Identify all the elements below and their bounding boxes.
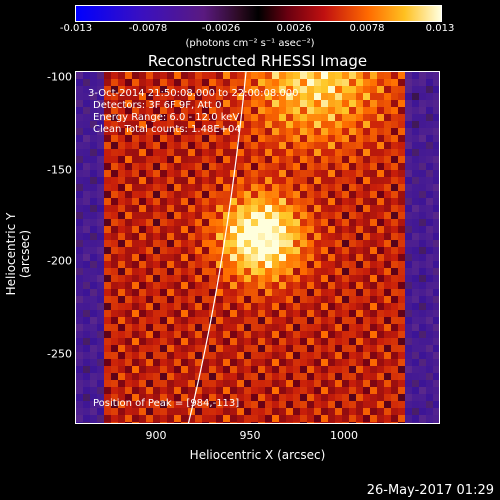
annotation-energy-range: Energy Range: 6.0 - 12.0 keV: [93, 112, 240, 123]
image-plot-area: 3-Oct-2014 21:50:08.000 to 22:00:08.000 …: [75, 71, 440, 424]
x-tick-label: 900: [145, 429, 167, 442]
plot-title: Reconstructed RHESSI Image: [147, 52, 368, 70]
y-tick-label: -200: [47, 254, 72, 268]
x-axis-label: Heliocentric X (arcsec): [189, 448, 326, 462]
y-tick-label: -100: [47, 70, 72, 84]
x-tick-label: 1000: [330, 429, 358, 442]
colorbar: [75, 5, 442, 22]
footer-timestamp: 26-May-2017 01:29: [366, 483, 494, 498]
y-tick-label: -150: [47, 163, 72, 177]
colorbar-unit-label: (photons cm⁻² s⁻¹ asec⁻²): [185, 38, 315, 49]
y-axis-label: Heliocentric Y (arcsec): [4, 212, 32, 296]
y-tick-label: -250: [47, 347, 72, 361]
x-tick-label: 950: [239, 429, 261, 442]
rhessi-image-map: [76, 72, 439, 423]
colorbar-tick-5: 0.0078: [349, 23, 385, 34]
annotation-detectors: Detectors: 3F 6F 9F, Att 0: [93, 100, 222, 111]
colorbar-tick-2: -0.0078: [128, 23, 168, 34]
colorbar-tick-1: -0.013: [59, 23, 93, 34]
solar-limb-line: [187, 72, 247, 423]
colorbar-tick-3: -0.0026: [201, 23, 241, 34]
colorbar-tick-4: 0.0026: [276, 23, 312, 34]
colorbar-gradient: [76, 6, 441, 21]
colorbar-tick-6: 0.013: [425, 23, 455, 34]
annotation-clean-counts: Clean Total counts: 1.48E+04: [93, 124, 241, 135]
annotation-time-range: 3-Oct-2014 21:50:08.000 to 22:00:08.000: [88, 88, 299, 99]
annotation-peak-position: Position of Peak = [984,-113]: [93, 398, 240, 409]
